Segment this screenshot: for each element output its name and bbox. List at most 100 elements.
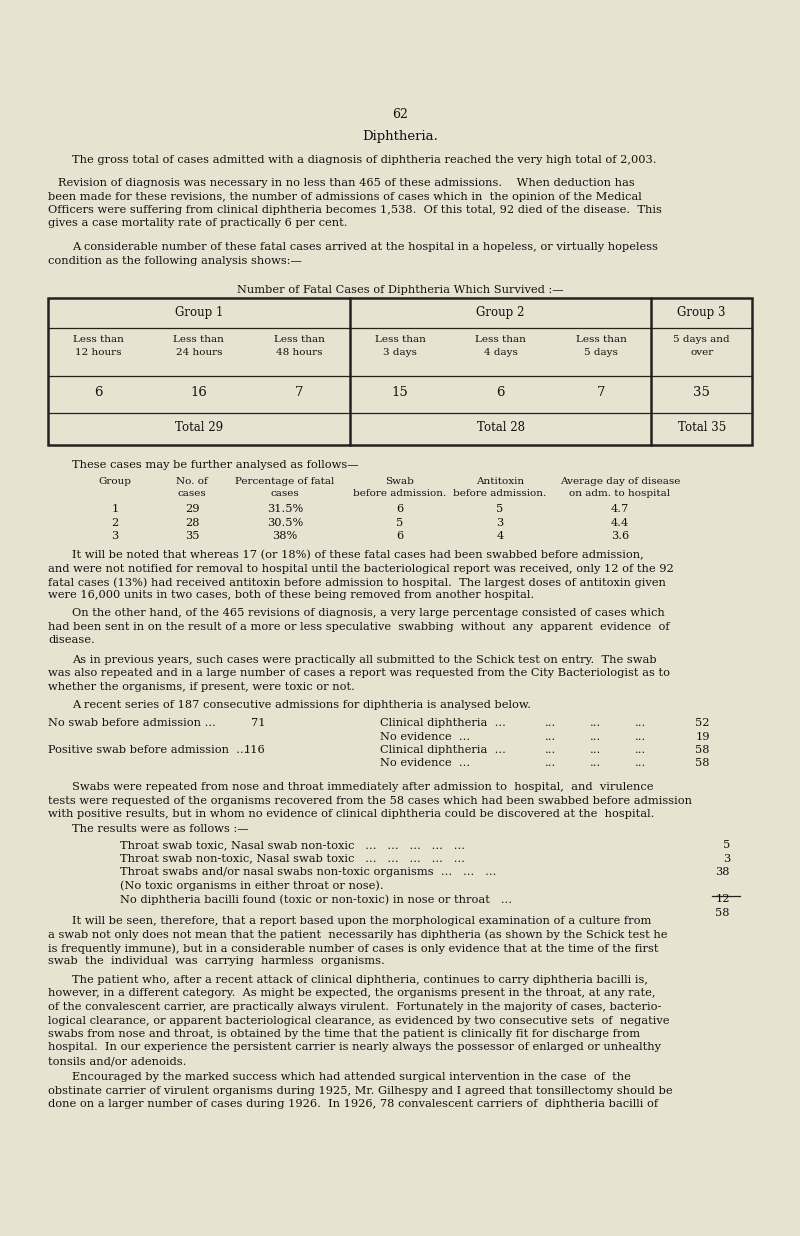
Text: 5: 5 — [496, 504, 504, 514]
Text: These cases may be further analysed as follows—: These cases may be further analysed as f… — [72, 460, 358, 470]
Text: and were not notified for removal to hospital until the bacteriological report w: and were not notified for removal to hos… — [48, 564, 674, 574]
Text: Swabs were repeated from nose and throat immediately after admission to  hospita: Swabs were repeated from nose and throat… — [72, 782, 654, 792]
Text: 30.5%: 30.5% — [267, 518, 303, 528]
Text: 5 days and: 5 days and — [674, 335, 730, 344]
Text: 35: 35 — [185, 531, 199, 541]
Text: 6: 6 — [94, 386, 102, 399]
Text: Total 35: Total 35 — [678, 421, 726, 434]
Text: whether the organisms, if present, were toxic or not.: whether the organisms, if present, were … — [48, 682, 355, 692]
Text: Less than: Less than — [475, 335, 526, 344]
Text: Less than: Less than — [576, 335, 626, 344]
Text: 3: 3 — [722, 854, 730, 864]
Text: before admission.: before admission. — [454, 489, 546, 498]
Text: 35: 35 — [694, 386, 710, 399]
Text: 6: 6 — [396, 504, 404, 514]
Text: No evidence  ...: No evidence ... — [380, 732, 470, 742]
Text: 3 days: 3 days — [383, 349, 417, 357]
Text: Throat swab non-toxic, Nasal swab toxic   ...   ...   ...   ...   ...: Throat swab non-toxic, Nasal swab toxic … — [120, 854, 465, 864]
Text: Throat swabs and/or nasal swabs non-toxic organisms  ...   ...   ...: Throat swabs and/or nasal swabs non-toxi… — [120, 866, 496, 878]
Text: No. of: No. of — [176, 477, 208, 486]
Text: The patient who, after a recent attack of clinical diphtheria, continues to carr: The patient who, after a recent attack o… — [72, 975, 648, 985]
Text: Total 29: Total 29 — [174, 421, 223, 434]
Text: 7: 7 — [597, 386, 606, 399]
Text: 15: 15 — [392, 386, 408, 399]
Text: is frequently immune), but in a considerable number of cases is only evidence th: is frequently immune), but in a consider… — [48, 943, 658, 953]
Text: 58: 58 — [695, 759, 710, 769]
Text: ...: ... — [590, 759, 602, 769]
Text: It will be noted that whereas 17 (or 18%) of these fatal cases had been swabbed : It will be noted that whereas 17 (or 18%… — [72, 550, 644, 560]
Text: 28: 28 — [185, 518, 199, 528]
Text: ...: ... — [635, 732, 646, 742]
Text: ...: ... — [635, 718, 646, 728]
Text: done on a larger number of cases during 1926.  In 1926, 78 convalescent carriers: done on a larger number of cases during … — [48, 1099, 658, 1109]
Text: 62: 62 — [392, 108, 408, 121]
Text: It will be seen, therefore, that a report based upon the morphological examinati: It will be seen, therefore, that a repor… — [72, 916, 651, 926]
Text: Less than: Less than — [274, 335, 325, 344]
Text: Group 1: Group 1 — [174, 307, 223, 319]
Text: A recent series of 187 consecutive admissions for diphtheria is analysed below.: A recent series of 187 consecutive admis… — [72, 700, 531, 709]
Text: was also repeated and in a large number of cases a report was requested from the: was also repeated and in a large number … — [48, 669, 670, 679]
Text: logical clearance, or apparent bacteriological clearance, as evidenced by two co: logical clearance, or apparent bacteriol… — [48, 1016, 670, 1026]
Text: ...: ... — [635, 745, 646, 755]
Text: 116: 116 — [243, 745, 265, 755]
Text: swab  the  individual  was  carrying  harmless  organisms.: swab the individual was carrying harmles… — [48, 957, 385, 967]
Text: 5: 5 — [396, 518, 404, 528]
Text: cases: cases — [270, 489, 299, 498]
Text: tonsils and/or adenoids.: tonsils and/or adenoids. — [48, 1056, 186, 1065]
Text: As in previous years, such cases were practically all submitted to the Schick te: As in previous years, such cases were pr… — [72, 655, 657, 665]
Text: condition as the following analysis shows:—: condition as the following analysis show… — [48, 256, 302, 266]
Text: 4.7: 4.7 — [611, 504, 629, 514]
Text: Average day of disease: Average day of disease — [560, 477, 680, 486]
Text: however, in a different category.  As might be expected, the organisms present i: however, in a different category. As mig… — [48, 989, 655, 999]
Text: 48 hours: 48 hours — [276, 349, 322, 357]
Text: Group 3: Group 3 — [678, 307, 726, 319]
Text: hospital.  In our experience the persistent carrier is nearly always the possess: hospital. In our experience the persiste… — [48, 1042, 661, 1053]
Text: 19: 19 — [695, 732, 710, 742]
Text: 12 hours: 12 hours — [75, 349, 122, 357]
Text: A considerable number of these fatal cases arrived at the hospital in a hopeless: A considerable number of these fatal cas… — [72, 242, 658, 252]
Text: 38%: 38% — [272, 531, 298, 541]
Text: swabs from nose and throat, is obtained by the time that the patient is clinical: swabs from nose and throat, is obtained … — [48, 1030, 640, 1039]
Text: 4 days: 4 days — [484, 349, 518, 357]
Text: ...: ... — [545, 718, 556, 728]
Text: 52: 52 — [695, 718, 710, 728]
Text: over: over — [690, 349, 714, 357]
Text: had been sent in on the result of a more or less speculative  swabbing  without : had been sent in on the result of a more… — [48, 622, 670, 632]
Text: Clinical diphtheria  ...: Clinical diphtheria ... — [380, 718, 506, 728]
Text: Percentage of fatal: Percentage of fatal — [235, 477, 334, 486]
Text: 4: 4 — [496, 531, 504, 541]
Text: Officers were suffering from clinical diphtheria becomes 1,538.  Of this total, : Officers were suffering from clinical di… — [48, 205, 662, 215]
Text: 71: 71 — [250, 718, 265, 728]
Text: 6: 6 — [396, 531, 404, 541]
Text: 5: 5 — [722, 840, 730, 850]
Text: No diphtheria bacilli found (toxic or non-toxic) in nose or throat   ...: No diphtheria bacilli found (toxic or no… — [120, 894, 512, 905]
Text: a swab not only does not mean that the patient  necessarily has diphtheria (as s: a swab not only does not mean that the p… — [48, 929, 667, 941]
Text: No evidence  ...: No evidence ... — [380, 759, 470, 769]
Text: Positive swab before admission  ...: Positive swab before admission ... — [48, 745, 247, 755]
Text: The gross total of cases admitted with a diagnosis of diphtheria reached the ver: The gross total of cases admitted with a… — [72, 154, 657, 164]
Text: Swab: Swab — [386, 477, 414, 486]
Text: on adm. to hospital: on adm. to hospital — [570, 489, 670, 498]
Text: fatal cases (13%) had received antitoxin before admission to hospital.  The larg: fatal cases (13%) had received antitoxin… — [48, 577, 666, 587]
Text: 3.6: 3.6 — [611, 531, 629, 541]
Text: Throat swab toxic, Nasal swab non-toxic   ...   ...   ...   ...   ...: Throat swab toxic, Nasal swab non-toxic … — [120, 840, 465, 850]
Text: 38: 38 — [715, 866, 730, 878]
Text: 3: 3 — [496, 518, 504, 528]
Text: 5 days: 5 days — [584, 349, 618, 357]
Text: Number of Fatal Cases of Diphtheria Which Survived :—: Number of Fatal Cases of Diphtheria Whic… — [237, 286, 563, 295]
Text: The results were as follows :—: The results were as follows :— — [72, 824, 249, 834]
Bar — [48, 298, 752, 445]
Text: were 16,000 units in two cases, both of these being removed from another hospita: were 16,000 units in two cases, both of … — [48, 591, 534, 601]
Text: 7: 7 — [295, 386, 304, 399]
Text: 4.4: 4.4 — [611, 518, 629, 528]
Text: ...: ... — [545, 732, 556, 742]
Text: 31.5%: 31.5% — [267, 504, 303, 514]
Text: Less than: Less than — [73, 335, 124, 344]
Text: 16: 16 — [190, 386, 207, 399]
Text: 58: 58 — [695, 745, 710, 755]
Text: On the other hand, of the 465 revisions of diagnosis, a very large percentage co: On the other hand, of the 465 revisions … — [72, 608, 665, 618]
Text: ...: ... — [590, 745, 602, 755]
Text: tests were requested of the organisms recovered from the 58 cases which had been: tests were requested of the organisms re… — [48, 796, 692, 806]
Text: disease.: disease. — [48, 635, 94, 645]
Text: 2: 2 — [111, 518, 118, 528]
